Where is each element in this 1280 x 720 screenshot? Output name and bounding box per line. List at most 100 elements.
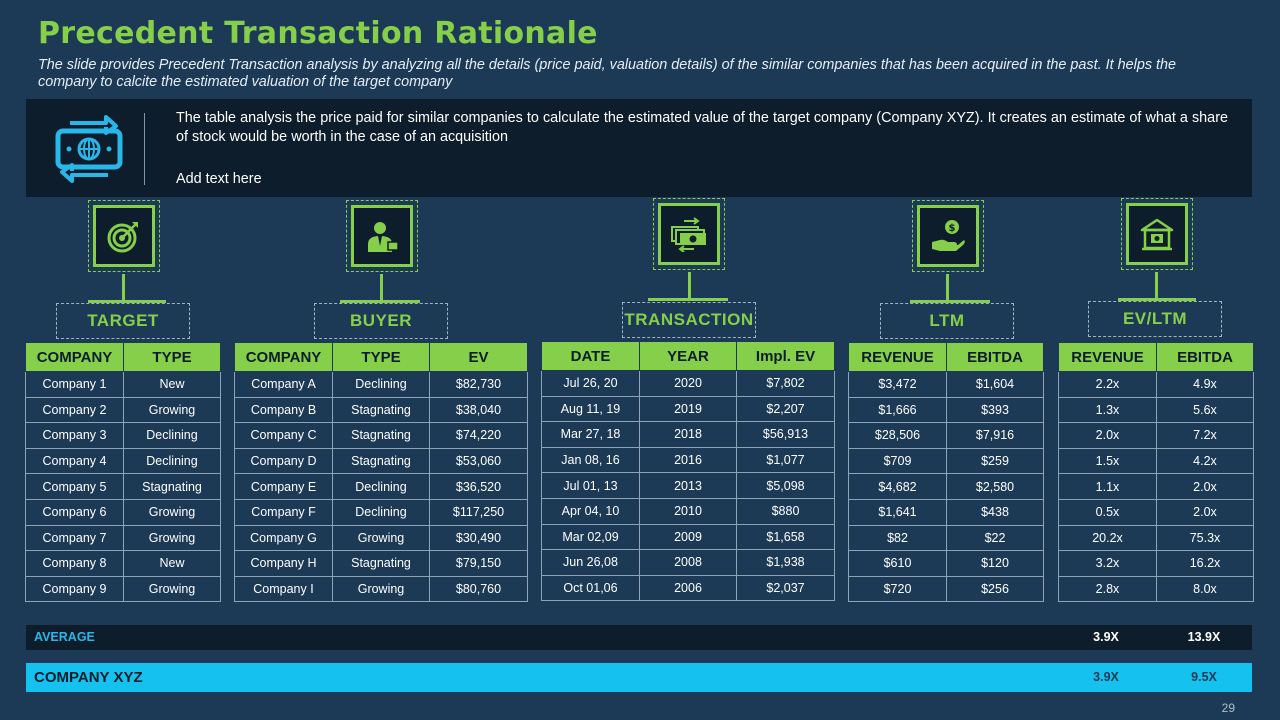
table-row: Company 7 Growing [25,524,221,552]
table-cell: 2019 [639,395,737,423]
info-box: The table analysis the price paid for si… [26,99,1252,197]
table-row: $720 $256 [848,575,1044,603]
table-row: $709 $259 [848,447,1044,475]
table-cell: Company 4 [25,447,124,475]
ev-ltm-connector [1155,272,1158,300]
table-cell: $259 [946,447,1044,475]
table-cell: $610 [848,550,947,577]
table-cell: $120 [946,550,1044,577]
table-cell: Mar 27, 18 [541,421,640,448]
table-cell: Company 2 [25,396,124,424]
table-cell: $1,604 [946,371,1044,398]
table-cell: $880 [736,497,835,525]
table-cell: 1.3x [1058,396,1157,424]
col-header: TYPE [332,342,430,372]
table-cell: 2016 [639,446,737,474]
table-cell: 75.3x [1156,524,1254,552]
ltm-table: REVENUE EBITDA $3,472 $1,604 $1,666 $393 $… [848,342,1044,603]
table-cell: 2009 [639,523,737,551]
table-cell: Apr 04, 10 [541,497,640,525]
table-cell: Stagnating [332,422,430,449]
add-text-placeholder[interactable]: Add text here [176,171,262,187]
table-cell: Company 1 [25,371,124,398]
table-cell: Company 3 [25,422,124,449]
table-row: Apr 04, 10 2010 $880 [541,497,835,525]
buyer-connector [380,274,383,302]
table-cell: 3.2x [1058,550,1157,577]
table-cell: Company A [234,371,333,398]
table-cell: $1,938 [736,549,835,576]
table-cell: 2020 [639,370,737,397]
table-cell: Growing [123,396,221,424]
table-row: Company 8 New [25,550,221,577]
table-cell: Company F [234,498,333,526]
table-cell: $82 [848,524,947,552]
table-cell: $117,250 [429,498,528,526]
table-cell: Company G [234,524,333,552]
table-cell: Company H [234,550,333,577]
table-cell: Declining [332,473,430,500]
col-header: Impl. EV [736,341,835,371]
transaction-icon-frame [653,198,725,270]
table-cell: Stagnating [123,473,221,500]
col-header: EBITDA [946,342,1044,372]
table-row: Company 3 Declining [25,422,221,449]
table-row: $1,666 $393 [848,396,1044,424]
table-cell: Growing [123,575,221,603]
table-cell: $3,472 [848,371,947,398]
table-cell: 8.0x [1156,575,1254,603]
company-xyz-revenue: 3.9X [1093,670,1119,684]
buyer-icon-frame [346,200,418,272]
table-cell: Company C [234,422,333,449]
table-cell: 5.6x [1156,396,1254,424]
target-label: TARGET [56,303,190,339]
table-row: 0.5x 2.0x [1058,498,1254,526]
table-cell: Declining [123,447,221,475]
table-cell: 2.8x [1058,575,1157,603]
table-cell: Jul 01, 13 [541,472,640,499]
table-cell: 20.2x [1058,524,1157,552]
page-title: Precedent Transaction Rationale [38,16,598,51]
table-cell: $709 [848,447,947,475]
average-ebitda: 13.9X [1187,630,1221,644]
col-header: TYPE [123,342,221,372]
transaction-label: TRANSACTION [622,302,756,338]
table-cell: 2.0x [1058,422,1157,449]
table-cell: Declining [123,422,221,449]
ev-ltm-hline [1118,298,1196,301]
ltm-icon-frame: $ [912,200,984,272]
table-row: 1.3x 5.6x [1058,396,1254,424]
table-cell: $28,506 [848,422,947,449]
table-cell: $256 [946,575,1044,603]
table-cell: Company E [234,473,333,500]
table-cell: Aug 11, 19 [541,395,640,423]
ev-ltm-table: REVENUE EBITDA 2.2x 4.9x 1.3x 5.6x 2.0x 7.2… [1058,342,1254,603]
table-row: $3,472 $1,604 [848,371,1044,398]
table-cell: $5,098 [736,472,835,499]
table-cell: 2.0x [1156,473,1254,500]
table-cell: 2008 [639,549,737,576]
ev-ltm-icon-frame [1121,198,1193,270]
table-row: $1,641 $438 [848,498,1044,526]
table-cell: 2010 [639,497,737,525]
target-icon-frame [88,200,160,272]
svg-text:$: $ [949,223,956,234]
table-cell: Company 9 [25,575,124,603]
table-cell: Jul 26, 20 [541,370,640,397]
average-label: AVERAGE [34,630,95,644]
col-header: YEAR [639,341,737,371]
table-row: Company A Declining $82,730 [234,371,528,398]
buyer-table: COMPANY TYPE EV Company A Declining $82,73… [234,342,528,603]
page-number: 29 [1221,701,1235,715]
table-row: $28,506 $7,916 [848,422,1044,449]
ltm-hline [910,300,990,303]
table-cell: $720 [848,575,947,603]
table-row: Company F Declining $117,250 [234,498,528,526]
table-row: Company 1 New [25,371,221,398]
transaction-table: DATE YEAR Impl. EV Jul 26, 20 2020 $7,802 … [541,341,835,602]
page-subtitle: The slide provides Precedent Transaction… [38,57,1177,90]
table-cell: $2,207 [736,395,835,423]
table-row: Company B Stagnating $38,040 [234,396,528,424]
table-row: Company D Stagnating $53,060 [234,447,528,475]
table-row: Company C Stagnating $74,220 [234,422,528,449]
